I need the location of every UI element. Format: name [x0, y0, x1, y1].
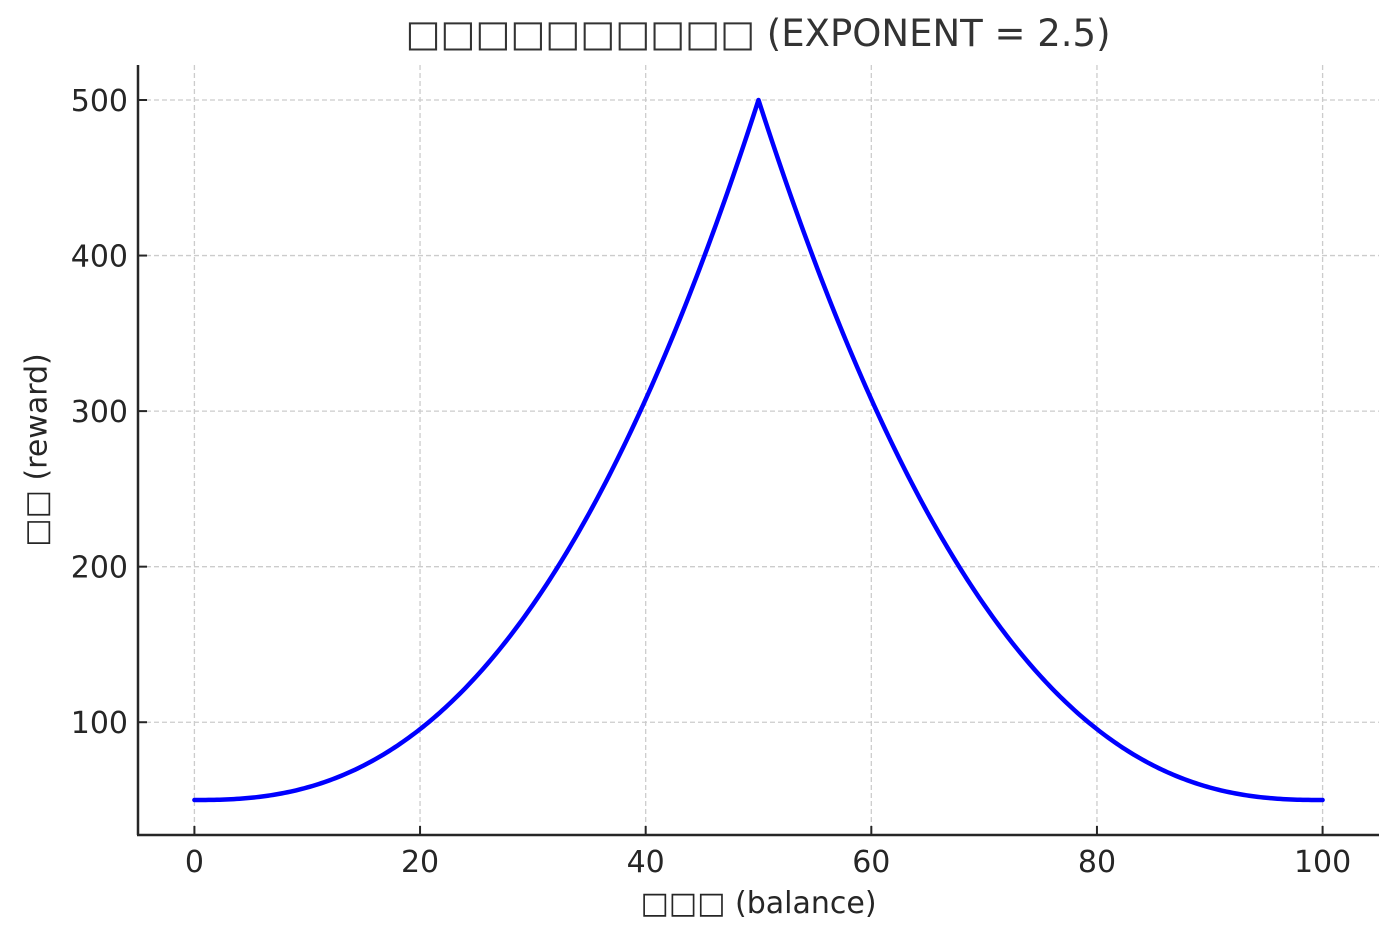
chart-title: □□□□□□□□□□ (EXPONENT = 2.5) [405, 12, 1111, 55]
x-tick-label: 100 [1294, 845, 1351, 880]
y-axis-label: □□ (reward) [19, 353, 55, 547]
axis-ticks: 0 20 40 60 80 100 100 200 300 400 500 [71, 84, 1351, 880]
y-tick-label: 200 [71, 551, 128, 586]
y-tick-label: 300 [71, 395, 128, 430]
y-tick-label: 500 [71, 84, 128, 119]
reward-line [192, 97, 1325, 803]
x-axis-label: □□□ (balance) [640, 886, 877, 921]
axis-spines [136, 65, 1379, 837]
x-tick-label: 20 [401, 845, 439, 880]
x-tick-label: 60 [852, 845, 890, 880]
y-tick-label: 100 [71, 706, 128, 741]
x-tick-label: 80 [1078, 845, 1116, 880]
grid-lines [138, 65, 1379, 835]
x-tick-label: 40 [627, 845, 665, 880]
y-tick-label: 400 [71, 240, 128, 275]
x-tick-label: 0 [185, 845, 204, 880]
